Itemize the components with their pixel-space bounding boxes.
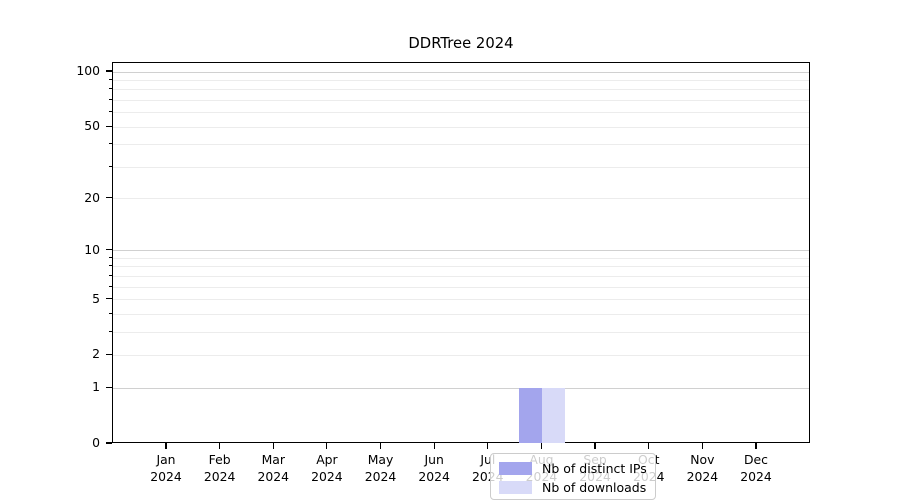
gridline-minor — [113, 144, 809, 146]
legend-swatch-distinct-ips — [499, 462, 532, 475]
gridline-minor — [113, 331, 809, 333]
x-tick-mark — [326, 443, 328, 449]
gridline-minor — [113, 299, 809, 301]
y-minor-tick-mark — [108, 78, 112, 80]
x-tick-label: Jan 2024 — [150, 452, 182, 484]
y-tick-mark — [106, 70, 112, 72]
x-tick-mark — [487, 443, 489, 449]
x-tick-mark — [594, 443, 596, 449]
bar-distinct-ips — [519, 388, 543, 443]
x-tick-mark — [165, 443, 167, 449]
y-minor-tick-mark — [108, 111, 112, 113]
gridline-minor — [113, 198, 809, 200]
y-tick-label: 20 — [84, 189, 100, 205]
x-tick-mark — [272, 443, 274, 449]
legend-row-downloads: Nb of downloads — [499, 478, 647, 497]
gridline-minor — [113, 112, 809, 114]
x-tick-mark — [379, 443, 382, 449]
y-minor-tick-mark — [108, 88, 112, 90]
gridline-minor — [113, 89, 809, 91]
x-tick-mark — [433, 443, 435, 449]
y-minor-tick-mark — [108, 256, 112, 258]
x-tick-mark — [755, 443, 757, 449]
x-tick-label: Nov 2024 — [686, 452, 719, 484]
gridline-minor — [113, 354, 809, 356]
y-tick-label: 2 — [92, 346, 100, 362]
gridline-minor — [113, 166, 809, 168]
x-tick-label: Dec 2024 — [740, 452, 772, 484]
y-minor-tick-mark — [108, 274, 112, 276]
gridline-minor — [113, 286, 809, 288]
bar-downloads — [542, 388, 566, 443]
legend: Nb of distinct IPs Nb of downloads — [490, 453, 656, 500]
y-tick-mark — [106, 297, 112, 300]
x-tick-mark — [540, 443, 543, 449]
gridline-minor — [113, 275, 809, 277]
y-tick-mark — [106, 386, 112, 388]
x-tick-mark — [648, 443, 650, 449]
y-minor-tick-mark — [108, 143, 112, 145]
gridline-minor — [113, 313, 809, 315]
legend-swatch-downloads — [499, 481, 532, 494]
chart-title: DDRTree 2024 — [408, 35, 514, 52]
x-tick-label: Jun 2024 — [418, 452, 450, 484]
x-tick-label: Apr 2024 — [311, 452, 343, 484]
y-tick-label: 100 — [76, 63, 100, 79]
plot-area: Nb of distinct IPs Nb of downloads — [112, 62, 810, 500]
y-minor-tick-mark — [108, 330, 112, 332]
gridline-major — [113, 387, 809, 389]
gridline-minor — [113, 79, 809, 81]
y-minor-tick-mark — [108, 98, 112, 100]
gridline-major — [113, 250, 809, 252]
y-tick-label: 5 — [92, 290, 100, 306]
x-tick-label: May 2024 — [364, 452, 397, 484]
legend-row-distinct-ips: Nb of distinct IPs — [499, 459, 647, 478]
gridline-minor — [113, 257, 809, 259]
y-minor-tick-mark — [108, 312, 112, 314]
gridline-minor — [113, 126, 809, 128]
gridline-minor — [113, 266, 809, 268]
y-tick-mark — [106, 125, 112, 127]
y-minor-tick-mark — [108, 285, 112, 287]
y-tick-mark — [106, 442, 112, 444]
y-tick-mark — [106, 197, 112, 199]
y-tick-label: 0 — [92, 435, 100, 450]
y-tick-label: 10 — [84, 241, 100, 257]
y-minor-tick-mark — [108, 265, 112, 267]
x-tick-mark — [701, 443, 703, 449]
gridline-minor — [113, 99, 809, 101]
y-minor-tick-mark — [108, 165, 112, 167]
y-tick-mark — [106, 353, 112, 356]
y-tick-mark — [106, 249, 112, 251]
legend-label-downloads: Nb of downloads — [542, 480, 647, 495]
x-tick-label: Mar 2024 — [257, 452, 290, 484]
y-tick-label: 50 — [84, 118, 100, 134]
y-tick-label: 1 — [92, 379, 100, 395]
gridline-major — [113, 71, 809, 73]
x-tick-mark — [219, 443, 221, 449]
legend-label-distinct-ips: Nb of distinct IPs — [542, 461, 647, 476]
x-tick-label: Feb 2024 — [203, 452, 236, 484]
